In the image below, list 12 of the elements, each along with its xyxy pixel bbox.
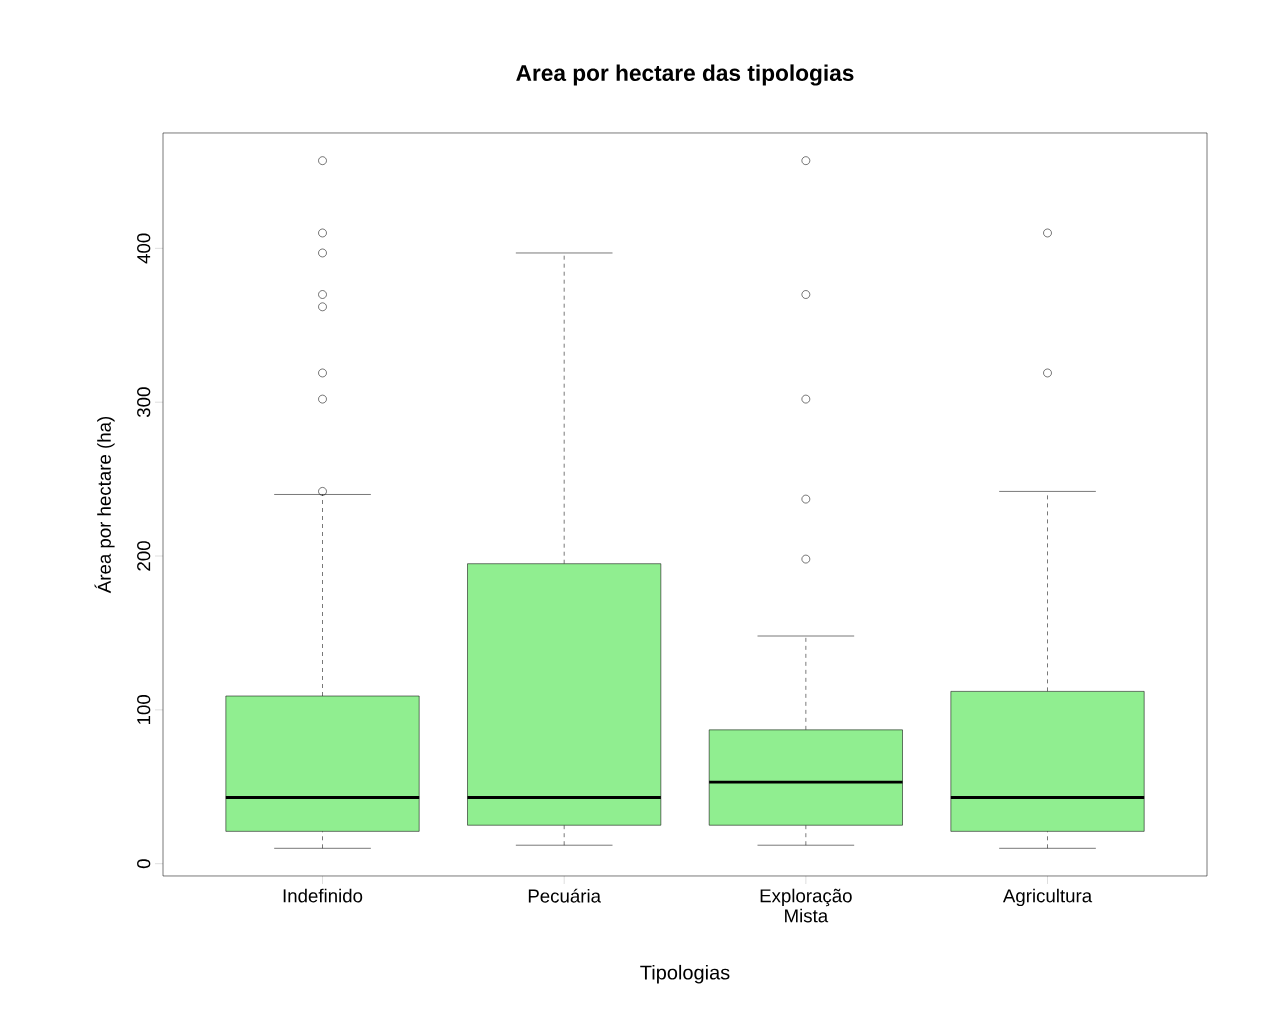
x-tick-label: Agricultura: [1002, 888, 1093, 907]
y-tick-label: 300: [137, 387, 151, 418]
y-tick-label: 400: [137, 233, 151, 264]
y-axis-title: Área por hectare (ha): [94, 416, 115, 594]
x-tick-label: Exploração Mista: [760, 888, 852, 923]
y-tick-label: 0: [137, 859, 151, 869]
y-tick-label: 200: [137, 541, 151, 571]
x-tick-label: Pecuária: [528, 888, 602, 903]
x-tick-label: Indefinido: [283, 888, 363, 903]
y-tick-label: 100: [137, 695, 151, 724]
chart-title: Area por hectare das tipologias: [516, 64, 854, 86]
x-axis-title: Tipologias: [640, 964, 730, 984]
